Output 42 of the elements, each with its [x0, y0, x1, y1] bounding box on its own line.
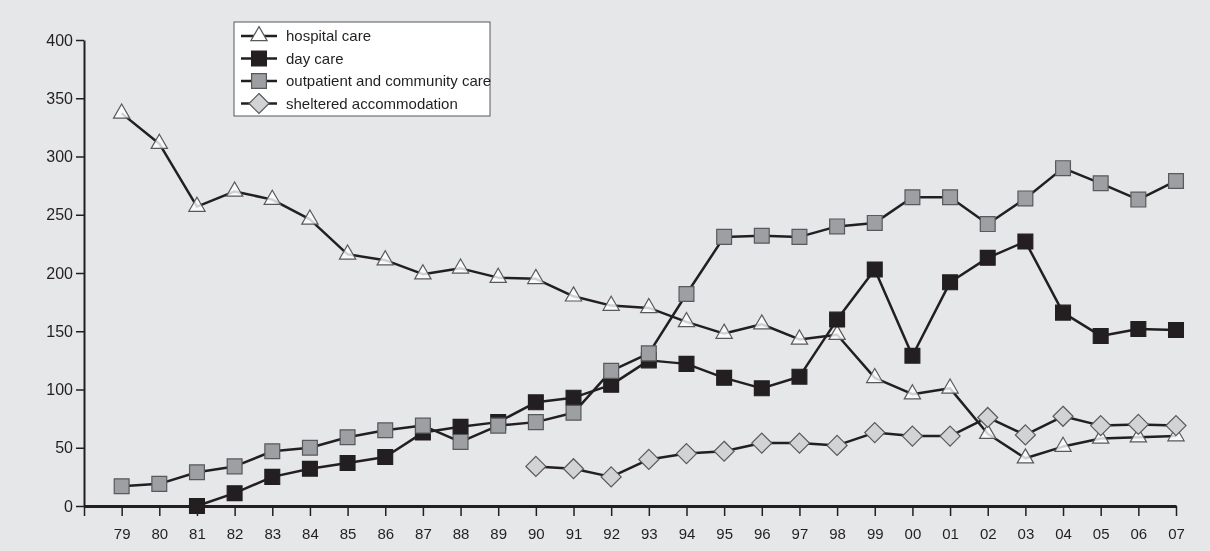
x-tick-label: 94 — [678, 524, 696, 542]
y-tick-label: 50 — [55, 439, 74, 457]
x-tick-label: 81 — [189, 524, 206, 542]
x-tick-label: 86 — [377, 524, 395, 542]
x-tick-label: 90 — [528, 524, 545, 542]
x-tick-label: 92 — [603, 524, 621, 542]
x-tick-label: 91 — [565, 524, 583, 542]
x-tick-label: 83 — [264, 524, 282, 542]
legend-label: hospital care — [286, 27, 372, 45]
legend-label: sheltered accommodation — [286, 94, 458, 112]
x-tick-label: 80 — [151, 524, 169, 542]
y-tick-label: 0 — [64, 497, 74, 515]
x-tick-label: 98 — [829, 524, 846, 542]
y-tick-label: 250 — [46, 206, 74, 224]
y-tick-label: 150 — [46, 322, 74, 340]
x-tick-label: 06 — [1130, 524, 1148, 542]
x-tick-label: 02 — [979, 524, 997, 542]
legend-label: day care — [286, 49, 344, 67]
x-tick-label: 82 — [226, 524, 244, 542]
x-tick-label: 05 — [1092, 524, 1110, 542]
x-tick-label: 99 — [866, 524, 884, 542]
x-tick-label: 79 — [113, 524, 131, 542]
x-tick-label: 07 — [1168, 524, 1185, 542]
y-tick-label: 300 — [46, 148, 74, 166]
y-tick-label: 100 — [46, 381, 74, 399]
x-tick-label: 04 — [1055, 524, 1072, 542]
x-tick-label: 89 — [490, 524, 508, 542]
x-tick-label: 93 — [640, 524, 658, 542]
x-tick-label: 88 — [452, 524, 470, 542]
x-tick-label: 85 — [339, 524, 357, 542]
x-tick-label: 97 — [791, 524, 809, 542]
y-tick-label: 400 — [46, 31, 74, 49]
y-tick-label: 350 — [46, 89, 74, 107]
x-tick-label: 87 — [415, 524, 432, 542]
x-tick-label: 95 — [716, 524, 733, 542]
legend-label: outpatient and community care — [286, 72, 492, 90]
x-tick-label: 03 — [1017, 524, 1035, 542]
x-tick-label: 84 — [302, 524, 319, 542]
x-tick-label: 96 — [753, 524, 771, 542]
x-tick-label: 00 — [904, 524, 922, 542]
y-tick-label: 200 — [46, 264, 74, 282]
x-tick-label: 01 — [942, 524, 959, 542]
